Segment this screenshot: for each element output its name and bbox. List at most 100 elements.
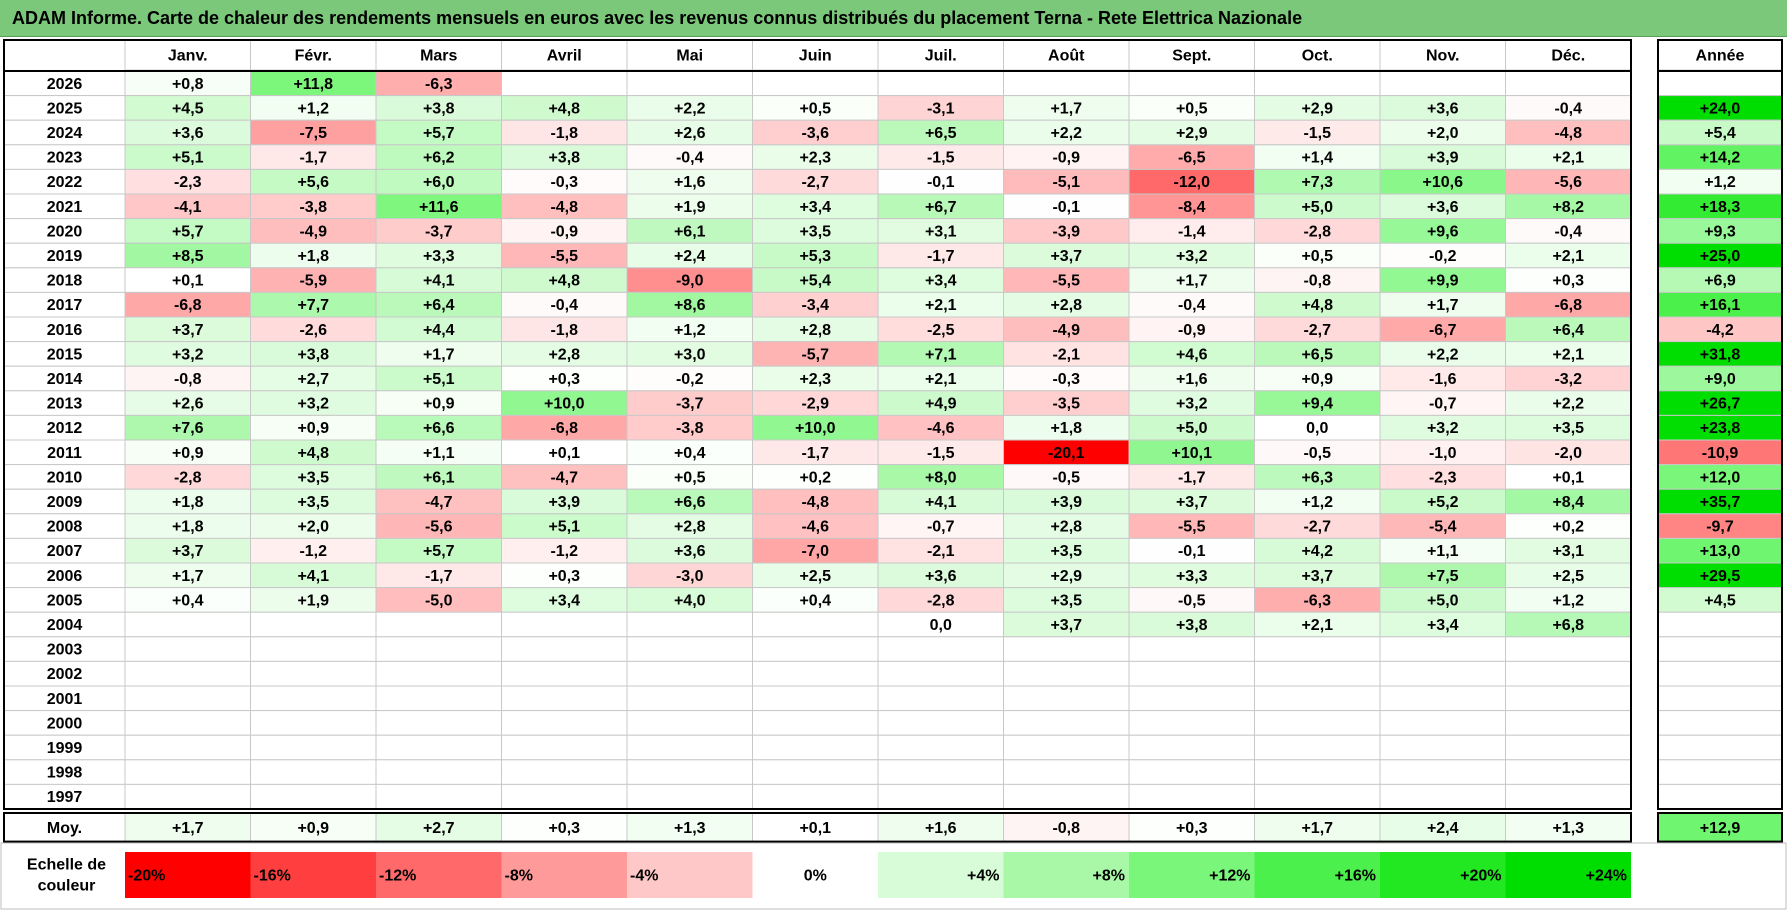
heatmap-cell-value: -3,6 (801, 125, 829, 142)
heatmap-cell (1128, 562, 1255, 589)
annual-cell-value: +16,1 (1700, 297, 1741, 314)
annual-cell-value: +14,2 (1700, 150, 1741, 167)
heatmap-cell-value: +6,0 (423, 174, 455, 191)
heatmap-cell-value: -0,5 (1052, 469, 1080, 486)
annual-header-label: Année (1696, 48, 1745, 65)
heatmap-cell (1128, 587, 1255, 613)
heatmap-cell-value: +8,4 (1552, 494, 1584, 511)
annual-cell (1657, 168, 1783, 195)
heatmap-cell-value: +3,7 (172, 322, 204, 339)
heatmap-cell-value: +11,6 (419, 199, 459, 216)
heatmap-cell (752, 783, 879, 810)
heatmap-cell (501, 144, 628, 170)
heatmap-cell (1505, 734, 1632, 761)
heatmap-cell-value: +5,1 (548, 519, 580, 536)
heatmap-cell (124, 316, 251, 343)
heatmap-cell (1128, 734, 1255, 761)
heatmap-cell (375, 119, 502, 146)
heatmap-cell-value: -2,3 (1429, 469, 1457, 486)
heatmap-cell (1505, 759, 1632, 785)
heatmap-cell-value: +6,3 (1301, 469, 1333, 486)
heatmap-cell-value: +1,1 (423, 445, 455, 462)
heatmap-cell (375, 636, 502, 662)
heatmap-cell (1254, 70, 1381, 97)
heatmap-cell-value: -1,5 (1303, 125, 1331, 142)
heatmap-cell-value: -2,8 (174, 469, 202, 486)
heatmap-cell (375, 611, 502, 638)
heatmap-cell (877, 537, 1004, 564)
heatmap-cell (1254, 710, 1381, 736)
heatmap-cell-value: -3,4 (801, 297, 829, 314)
heatmap-cell (752, 119, 879, 146)
heatmap-cell-value: -4,1 (174, 199, 202, 216)
heatmap-cell (1128, 488, 1255, 515)
heatmap-cell (877, 759, 1004, 785)
heatmap-cell (752, 168, 879, 195)
heatmap-cell (1003, 95, 1130, 121)
year-label: 2002 (47, 666, 83, 683)
heatmap-cell-value: +2,2 (1050, 125, 1082, 142)
heatmap-cell (124, 291, 251, 318)
heatmap-cell (1379, 119, 1506, 146)
average-annual-value: +12,9 (1700, 820, 1741, 837)
heatmap-cell (1003, 513, 1130, 539)
heatmap-cell-value: +0,9 (297, 420, 329, 437)
heatmap-cell (124, 636, 251, 662)
heatmap-cell-value: -1,5 (927, 150, 955, 167)
heatmap-cell-value: +1,8 (172, 494, 204, 511)
heatmap-cell (1254, 316, 1381, 343)
heatmap-cell-value: +3,7 (1176, 494, 1208, 511)
heatmap-cell-value: +1,7 (1050, 100, 1082, 117)
scale-step-label: +24% (1586, 868, 1627, 885)
heatmap-cell (501, 636, 628, 662)
month-header-label: Août (1048, 48, 1085, 65)
heatmap-cell-value: +4,1 (297, 568, 329, 585)
heatmap-cell-value: -6,8 (1554, 297, 1582, 314)
heatmap-cell-value: +3,2 (1176, 248, 1208, 265)
heatmap-cell-value: -1,7 (927, 248, 955, 265)
heatmap-cell (1003, 783, 1130, 810)
year-label: 1997 (47, 789, 83, 806)
annual-cell (1657, 783, 1783, 810)
heatmap-cell (1379, 783, 1506, 810)
heatmap-cell-value: +7,3 (1301, 174, 1333, 191)
heatmap-cell (1128, 95, 1255, 121)
heatmap-cell-value: +1,7 (1176, 273, 1208, 290)
heatmap-cell-value: -0,9 (1052, 150, 1080, 167)
heatmap-cell-value: +0,2 (1552, 519, 1584, 536)
annual-border (1657, 39, 1783, 810)
heatmap-cell (1003, 242, 1130, 269)
month-header-label: Juin (799, 48, 832, 65)
heatmap-cell-value: +3,4 (799, 199, 831, 216)
heatmap-cell (1379, 685, 1506, 712)
heatmap-cell-value: -9,0 (676, 273, 704, 290)
heatmap-cell-value: +3,8 (1176, 617, 1208, 634)
heatmap-cell (752, 439, 879, 466)
heatmap-cell (124, 513, 251, 539)
heatmap-cell-value: +2,6 (172, 396, 204, 413)
heatmap-cell-value: +0,4 (799, 592, 831, 609)
heatmap-cell (375, 95, 502, 121)
heatmap-cell-value: +2,2 (674, 100, 706, 117)
heatmap-cell-value: +2,1 (925, 371, 957, 388)
annual-cell-value: +18,3 (1700, 199, 1741, 216)
heatmap-cell-value: +3,5 (297, 469, 329, 486)
heatmap-cell-value: -3,7 (676, 396, 704, 413)
average-cell-value: +1,7 (1301, 820, 1333, 837)
heatmap-cell-value: -5,5 (1052, 273, 1080, 290)
heatmap-cell (752, 513, 879, 539)
heatmap-cell-value: +3,3 (1176, 568, 1208, 585)
heatmap-cell (124, 218, 251, 244)
heatmap-cell-value: +3,4 (925, 273, 957, 290)
annual-cell-value: +35,7 (1700, 494, 1741, 511)
heatmap-cell (1128, 660, 1255, 687)
heatmap-cell-value: +4,6 (1176, 346, 1208, 363)
year-label: 1998 (47, 765, 83, 782)
year-label-cell (3, 390, 126, 416)
heatmap-cell (250, 759, 377, 785)
heatmap-cell (752, 759, 879, 785)
heatmap-cell-value: +3,6 (674, 543, 706, 560)
heatmap-cell-value: -2,6 (299, 322, 327, 339)
heatmap-cell-value: -7,5 (299, 125, 327, 142)
heatmap-cell (1128, 267, 1255, 293)
